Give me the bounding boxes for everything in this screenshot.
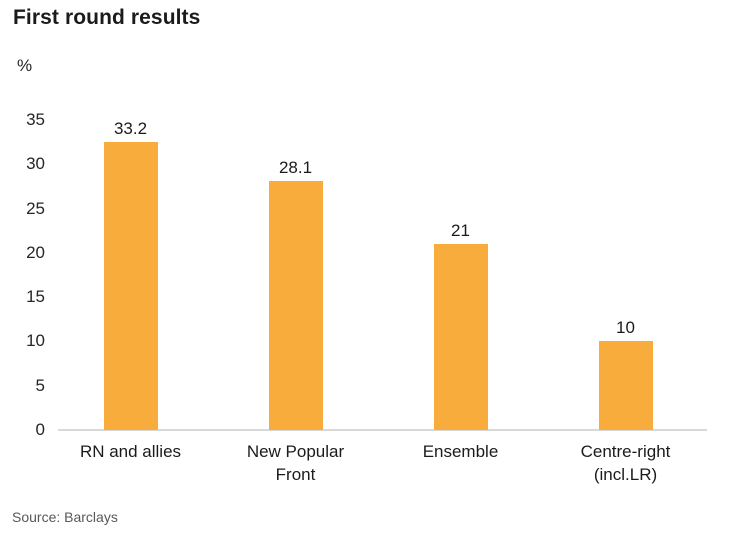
bar (268, 181, 323, 430)
y-tick-label: 25 (26, 198, 45, 218)
bar (433, 244, 488, 430)
bar-value-label: 28.1 (278, 158, 313, 178)
x-category-label: New Popular Front (213, 440, 378, 486)
chart-title: First round results (13, 6, 201, 29)
y-axis: 0 5 10 15 20 25 30 35 (0, 110, 45, 439)
x-axis: RN and allies New Popular Front Ensemble Ce… (48, 440, 708, 486)
y-tick-label: 0 (35, 420, 45, 439)
y-tick-label: 5 (35, 375, 45, 395)
bar-slot: 10 (543, 120, 708, 430)
bar-slot: 21 (378, 120, 543, 430)
y-tick-label: 35 (26, 110, 45, 129)
y-tick-label: 15 (26, 287, 45, 307)
bar (103, 142, 158, 430)
bar-value-label: 33.2 (113, 119, 148, 138)
x-axis-line (58, 429, 707, 431)
plot-area: 33.2 28.1 21 10 (48, 120, 708, 430)
y-tick-label: 10 (26, 331, 45, 351)
bar-value-label: 21 (451, 221, 470, 240)
bar-slot: 28.1 (213, 120, 378, 430)
bar-slot: 33.2 (48, 120, 213, 430)
x-category-label-text: Centre-right (incl.LR) (580, 442, 671, 484)
x-category-label: Centre-right (incl.LR) (543, 440, 708, 486)
y-tick-label: 20 (26, 242, 45, 262)
x-category-label: Ensemble (378, 440, 543, 486)
x-category-label: RN and allies (48, 440, 213, 486)
y-tick-label: 30 (26, 154, 45, 174)
x-category-label-text: New Popular Front (246, 442, 345, 484)
bar-value-label: 10 (616, 318, 635, 338)
x-category-label-text: Ensemble (422, 442, 499, 461)
source-note: Source: Barclays (12, 509, 118, 525)
bar (598, 341, 653, 430)
x-category-label-text: RN and allies (79, 442, 182, 461)
y-axis-unit-label: % (17, 56, 33, 75)
